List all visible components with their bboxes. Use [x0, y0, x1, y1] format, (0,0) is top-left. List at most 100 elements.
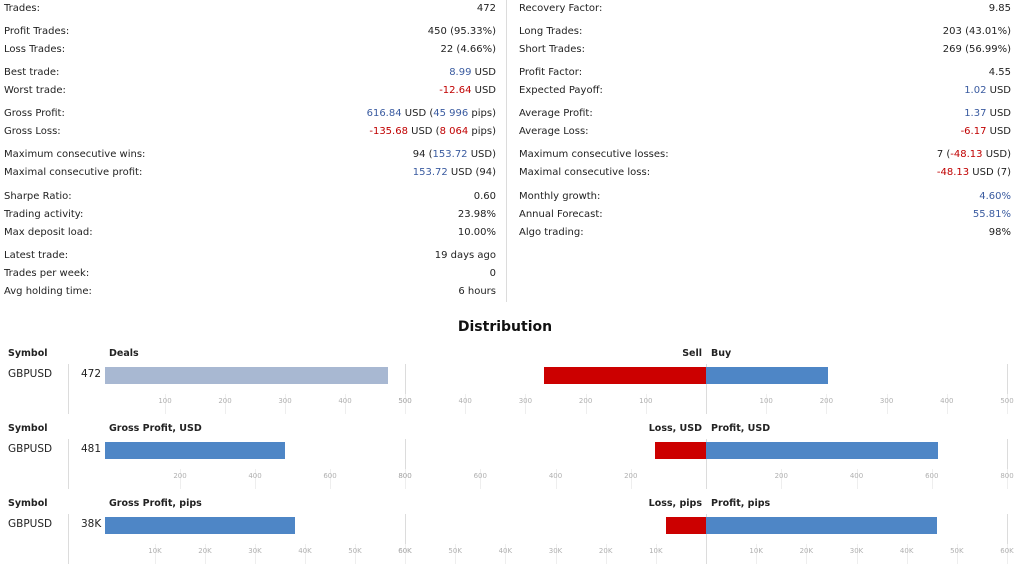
stat-row: Gross Profit: 616.84 USD (45 996 pips): [4, 105, 496, 123]
stat-value-part: 9.85: [988, 3, 1011, 14]
stat-value-part: USD: [986, 85, 1011, 96]
axis-line: [1007, 439, 1008, 489]
neg-value-bar: [544, 367, 706, 384]
pos-tick-label: 400: [849, 472, 864, 480]
stat-row: Worst trade: -12.64 USD: [4, 82, 496, 100]
grid-line: [165, 394, 166, 414]
stat-label: Avg holding time:: [4, 286, 92, 297]
grid-line: [1007, 469, 1008, 489]
neg-tick-label: 60K: [398, 547, 412, 555]
stat-row: Sharpe Ratio: 0.60: [4, 188, 496, 206]
grid-line: [856, 469, 858, 489]
stat-label: Average Loss:: [519, 126, 589, 137]
grid-line: [806, 544, 808, 564]
grid-line: [330, 469, 331, 489]
grid-line: [155, 544, 156, 564]
stat-value-part: pips): [468, 126, 496, 137]
grid-line: [1007, 544, 1008, 564]
axis-line: [405, 364, 406, 414]
distribution-section: Symbol GBPUSD 481 Gross Profit, USD Loss, US…: [0, 423, 1020, 498]
grid-line: [756, 544, 758, 564]
stat-value-part: USD (: [401, 108, 434, 119]
grid-line: [345, 394, 346, 414]
axis-line: [405, 514, 406, 564]
neg-series-header: Loss, USD: [648, 423, 702, 434]
stat-value-part: -6.17: [960, 126, 987, 137]
stat-value: 6 hours: [458, 283, 496, 301]
grid-line: [956, 544, 958, 564]
stat-value: 616.84 USD (45 996 pips): [367, 105, 496, 123]
neg-tick-label: 10K: [649, 547, 663, 555]
stat-row: Expected Payoff: 1.02 USD: [519, 82, 1011, 100]
stat-label: Monthly growth:: [519, 191, 601, 202]
pos-tick-label: 10K: [749, 547, 763, 555]
grid-line: [255, 544, 256, 564]
stat-value-part: 1.37: [964, 108, 987, 119]
stat-value-part: 203 (43.01%): [942, 26, 1011, 37]
stat-value: 19 days ago: [435, 247, 496, 265]
symbol-total: 38K: [81, 518, 102, 530]
grid-line: [645, 394, 647, 414]
pos-tick-label: 30K: [849, 547, 864, 555]
stat-value-part: 6 hours: [458, 286, 496, 297]
stat-value-part: 0: [489, 268, 496, 279]
grid-line: [946, 394, 948, 414]
grid-line: [465, 394, 467, 414]
grid-line: [766, 394, 768, 414]
stat-value-part: -48.13: [936, 167, 970, 178]
stat-value: 94 (153.72 USD): [413, 146, 496, 164]
stat-label: Maximal consecutive profit:: [4, 167, 143, 178]
stat-value-part: 153.72: [412, 167, 448, 178]
left-value-bar: [105, 517, 295, 534]
stat-value: 55.81%: [973, 206, 1011, 224]
pos-tick-label: 500: [1000, 397, 1014, 405]
pos-tick-label: 200: [774, 472, 788, 480]
left-value-bar: [105, 367, 389, 384]
stat-label: Trades:: [4, 3, 40, 14]
symbol-total: 481: [81, 443, 102, 455]
stat-label: Annual Forecast:: [519, 209, 603, 220]
grid-line: [630, 469, 632, 489]
neg-series-header: Loss, pips: [648, 498, 702, 509]
stat-value-part: USD (7): [969, 167, 1011, 178]
left-tick-label: 300: [278, 397, 292, 405]
grid-line: [305, 544, 306, 564]
stat-value: 153.72 USD (94): [413, 164, 496, 182]
pos-value-bar: [706, 517, 937, 534]
stat-value-part: 0.60: [473, 191, 496, 202]
axis-line: [706, 439, 707, 489]
stat-label: Profit Factor:: [519, 67, 583, 78]
stat-value-part: USD: [986, 126, 1011, 137]
stat-value: 7 (-48.13 USD): [937, 146, 1011, 164]
stat-row: Max deposit load: 10.00%: [4, 224, 496, 242]
stat-value: 203 (43.01%): [943, 23, 1011, 41]
neg-tick-label: 100: [639, 397, 653, 405]
stat-label: Short Trades:: [519, 44, 585, 55]
pos-tick-label: 50K: [950, 547, 964, 555]
axis-line: [68, 364, 69, 414]
left-chart-header: Deals: [109, 348, 139, 359]
pos-value-bar: [706, 367, 829, 384]
stat-value-part: 153.72: [432, 149, 468, 160]
stat-row: Trades per week: 0: [4, 265, 496, 283]
grid-line: [655, 544, 657, 564]
grid-line: [585, 394, 587, 414]
stat-row: Avg holding time: 6 hours: [4, 283, 496, 301]
pos-tick-label: 400: [940, 397, 954, 405]
stat-value: 0: [490, 265, 496, 283]
stat-value: 8.99 USD: [449, 64, 496, 82]
neg-tick-label: 500: [398, 397, 412, 405]
pos-series-header: Buy: [711, 348, 732, 359]
stat-row: Loss Trades: 22 (4.66%): [4, 41, 496, 59]
neg-tick-label: 800: [398, 472, 412, 480]
stat-value-part: 22 (4.66%): [440, 44, 496, 55]
grid-line: [405, 469, 406, 489]
stat-label: Maximum consecutive losses:: [519, 149, 669, 160]
stat-label: Best trade:: [4, 67, 60, 78]
stat-row: Average Loss: -6.17 USD: [519, 123, 1011, 141]
left-tick-label: 40K: [298, 547, 312, 555]
stat-value: 269 (56.99%): [943, 41, 1011, 59]
stat-row: Maximal consecutive loss: -48.13 USD (7): [519, 164, 1011, 182]
grid-line: [180, 469, 181, 489]
symbol-name: GBPUSD: [8, 368, 53, 380]
